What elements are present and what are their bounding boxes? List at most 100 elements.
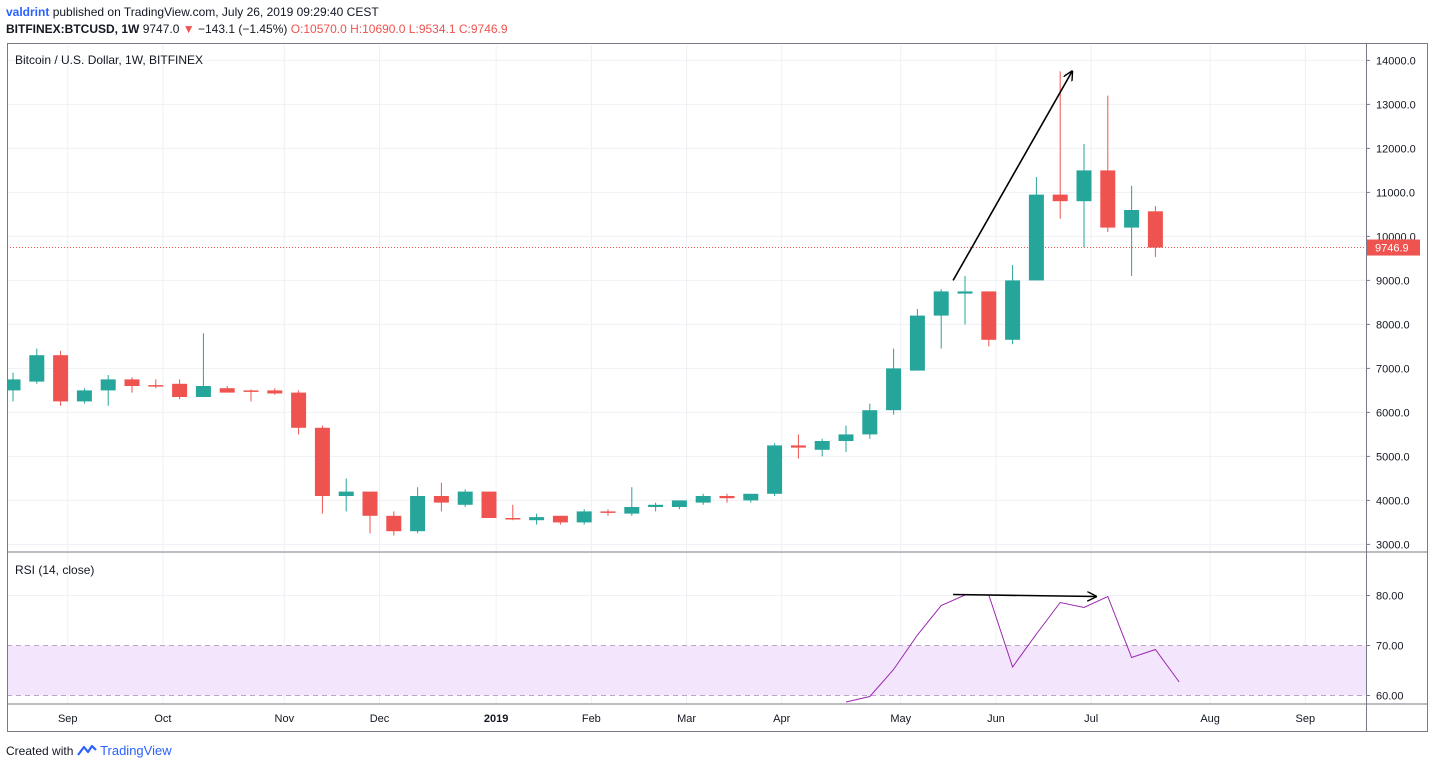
price-tick-label: 6000.0 bbox=[1376, 407, 1410, 419]
candle-body bbox=[433, 496, 449, 503]
symbol-name: BITFINEX:BTCUSD, 1W bbox=[6, 22, 140, 36]
candle-body bbox=[1052, 194, 1068, 202]
price-tick-label: 11000.0 bbox=[1376, 187, 1415, 199]
time-tick-label: Oct bbox=[154, 713, 171, 725]
chart-title: Bitcoin / U.S. Dollar, 1W, BITFINEX bbox=[15, 53, 203, 67]
candle bbox=[172, 379, 188, 400]
candle bbox=[1028, 177, 1044, 281]
candle-body bbox=[29, 355, 45, 382]
candle-body bbox=[1076, 170, 1092, 202]
rsi-line bbox=[845, 594, 1180, 703]
candle bbox=[386, 511, 402, 536]
ohlc-values: O:10570.0 H:10690.0 L:9534.1 C:9746.9 bbox=[290, 22, 508, 36]
candle-body bbox=[814, 441, 830, 450]
candle bbox=[719, 493, 735, 503]
candle bbox=[648, 502, 664, 512]
candle bbox=[1005, 265, 1021, 345]
candle bbox=[481, 491, 497, 518]
time-tick-label: Apr bbox=[773, 713, 790, 725]
candle-body bbox=[124, 379, 140, 386]
price-tick-label: 9000.0 bbox=[1376, 275, 1410, 287]
published-text: published on TradingView.com, July 26, 2… bbox=[52, 5, 379, 19]
candle bbox=[410, 487, 426, 534]
rsi-trend-arrow bbox=[953, 595, 1096, 597]
candle bbox=[1124, 185, 1140, 276]
candle bbox=[314, 425, 330, 514]
candle bbox=[1052, 71, 1068, 219]
candle bbox=[76, 388, 92, 404]
created-with-label: Created with bbox=[6, 744, 74, 758]
candle bbox=[29, 348, 45, 384]
rsi-title: RSI (14, close) bbox=[15, 563, 94, 577]
candle-body bbox=[981, 291, 997, 340]
chart-border bbox=[7, 43, 1428, 732]
candle bbox=[505, 504, 521, 521]
price-tick-label: 3000.0 bbox=[1376, 539, 1410, 551]
candle-body bbox=[529, 517, 545, 521]
price-tick-label: 4000.0 bbox=[1376, 495, 1410, 507]
candle bbox=[1147, 206, 1163, 257]
candle bbox=[838, 425, 854, 452]
candle-body bbox=[671, 500, 687, 507]
candle-body bbox=[410, 496, 426, 532]
rsi-series bbox=[845, 594, 1180, 703]
candle bbox=[814, 438, 830, 457]
candle bbox=[767, 443, 783, 496]
price-tick-label: 14000.0 bbox=[1376, 55, 1416, 67]
candle-body bbox=[386, 515, 402, 532]
tradingview-brand[interactable]: TradingView bbox=[100, 743, 172, 758]
author-link[interactable]: valdrint bbox=[6, 5, 50, 19]
candle bbox=[695, 493, 711, 505]
candle-body bbox=[314, 427, 330, 496]
candle bbox=[529, 513, 545, 525]
candle bbox=[1076, 144, 1092, 248]
candle bbox=[124, 377, 140, 393]
candles bbox=[7, 71, 1163, 536]
candle-body bbox=[505, 518, 521, 520]
candle-body bbox=[838, 434, 854, 441]
time-tick-label: Dec bbox=[370, 713, 390, 725]
time-tick-label: 2019 bbox=[484, 713, 508, 725]
pane-frames bbox=[7, 43, 1428, 732]
candle bbox=[981, 291, 997, 347]
time-tick-label: Mar bbox=[677, 713, 696, 725]
current-price-badge bbox=[1367, 239, 1420, 256]
candle-body bbox=[1028, 194, 1044, 281]
candle-body bbox=[648, 504, 664, 507]
candle-body bbox=[362, 491, 378, 516]
candle-body bbox=[172, 383, 188, 397]
candle-body bbox=[267, 390, 283, 394]
price-tick-label: 12000.0 bbox=[1376, 143, 1416, 155]
candle-body bbox=[76, 390, 92, 402]
candle-body bbox=[957, 291, 973, 294]
candle-body bbox=[576, 511, 592, 523]
footer: Created with TradingView bbox=[6, 743, 172, 758]
price-tick-label: 13000.0 bbox=[1376, 99, 1416, 111]
candle-body bbox=[243, 390, 259, 392]
candle bbox=[933, 289, 949, 349]
rsi-band bbox=[7, 645, 1366, 696]
rsi-tick-label: 70.00 bbox=[1376, 641, 1404, 653]
candle bbox=[100, 375, 116, 406]
candle bbox=[291, 390, 307, 435]
candle bbox=[219, 386, 235, 393]
candle bbox=[433, 482, 449, 512]
publish-info: valdrint published on TradingView.com, J… bbox=[6, 5, 379, 19]
annotations bbox=[952, 71, 1096, 597]
candle bbox=[600, 509, 616, 516]
candle bbox=[362, 491, 378, 534]
time-tick-label: Nov bbox=[275, 713, 295, 725]
candle-body bbox=[481, 491, 497, 518]
candle bbox=[53, 350, 69, 406]
candle-body bbox=[1005, 280, 1021, 340]
candle-body bbox=[767, 445, 783, 494]
candle-body bbox=[909, 315, 925, 371]
time-tick-label: Feb bbox=[582, 713, 601, 725]
candle bbox=[267, 388, 283, 395]
candle bbox=[195, 333, 211, 397]
candle bbox=[338, 478, 354, 512]
price-tick-label: 7000.0 bbox=[1376, 363, 1410, 375]
time-tick-label: Sep bbox=[1296, 713, 1316, 725]
candle bbox=[1100, 95, 1116, 232]
